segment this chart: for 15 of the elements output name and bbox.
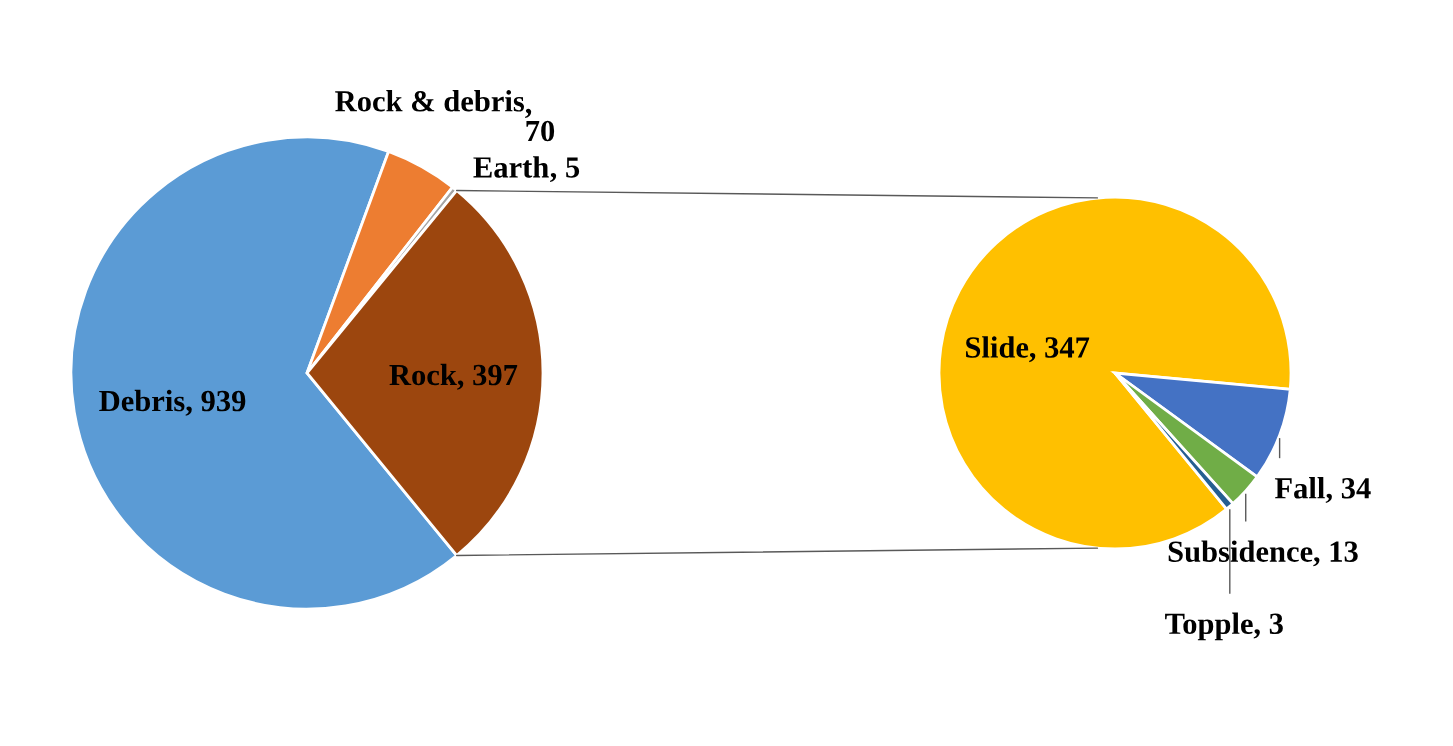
data-label: , 13 xyxy=(1313,541,1358,567)
slice-label: Rock xyxy=(389,363,457,386)
slice-label: Slide xyxy=(966,336,1029,358)
slice-label: Fall xyxy=(1274,477,1325,499)
data-label: , 347 xyxy=(1029,337,1090,363)
data-label: , 397 xyxy=(457,364,518,390)
data-label: , 70 xyxy=(525,108,555,142)
data-label: , 5 xyxy=(550,157,580,183)
data-label: , 939 xyxy=(185,390,246,416)
data-label: , 34 xyxy=(1325,478,1371,503)
slice-label: Topple xyxy=(1165,612,1253,641)
slice-label: Debris xyxy=(99,389,185,412)
slice-label: Rock & debris xyxy=(335,90,525,112)
data-label: , 3 xyxy=(1253,613,1283,639)
slice-label: Earth xyxy=(473,156,549,178)
